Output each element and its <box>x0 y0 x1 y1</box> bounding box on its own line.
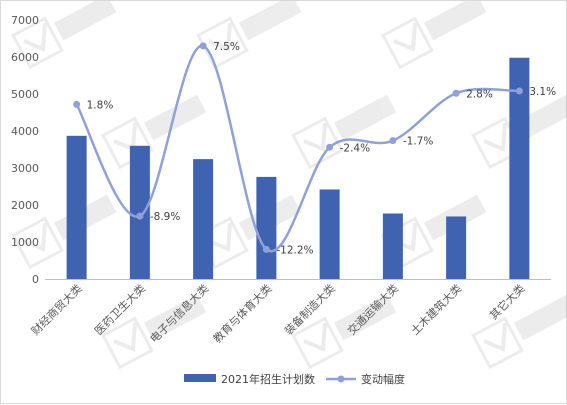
bar-series <box>66 57 530 279</box>
data-label: 1.8% <box>87 99 114 111</box>
data-label: 2.8% <box>466 88 493 100</box>
legend-line-label: 变动幅度 <box>361 372 405 386</box>
bar-7 <box>446 216 467 279</box>
watermark-mark <box>238 1 302 41</box>
watermark-box <box>381 16 434 70</box>
legend-bar-swatch <box>184 374 216 382</box>
watermark-mark <box>333 94 397 141</box>
y-tick-label: 7000 <box>11 14 39 27</box>
watermark-mark <box>143 94 207 141</box>
watermark-check <box>483 122 508 152</box>
y-tick-label: 2000 <box>11 199 39 212</box>
line-point-8 <box>515 87 523 95</box>
watermark-logo-icon <box>101 294 207 370</box>
watermark-check <box>23 22 48 52</box>
watermark-box <box>291 116 344 170</box>
watermark-logo-icon <box>381 1 487 70</box>
bar-3 <box>193 159 214 279</box>
data-label: 7.5% <box>213 41 240 53</box>
watermark-logo-icon <box>11 1 117 70</box>
watermark-check <box>393 22 418 52</box>
watermark-mark <box>333 294 397 341</box>
data-label: -2.4% <box>340 142 370 154</box>
watermark-mark <box>513 94 567 141</box>
bar-4 <box>256 176 277 279</box>
y-tick-label: 3000 <box>11 162 39 175</box>
line-point-3 <box>199 42 207 50</box>
y-tick-label: 1000 <box>11 236 39 249</box>
line-point-1 <box>73 100 81 108</box>
watermark-logo-icon <box>196 1 302 70</box>
watermark-check <box>23 222 48 252</box>
watermark-box <box>11 16 64 70</box>
line-point-7 <box>452 89 460 97</box>
line-point-6 <box>389 137 397 145</box>
y-tick-label: 0 <box>32 273 39 286</box>
legend: 2021年招生计划数 变动幅度 <box>184 372 405 386</box>
watermark-check <box>483 322 508 352</box>
watermark-mark <box>143 294 207 341</box>
y-axis: 0 1000 2000 3000 4000 5000 6000 7000 <box>11 14 39 286</box>
line-point-4 <box>262 245 270 253</box>
watermark-box <box>196 16 249 70</box>
bar-8 <box>509 57 530 279</box>
category-label: 财经商贸大类 <box>28 281 85 338</box>
data-label: 3.1% <box>529 86 556 98</box>
line-point-5 <box>326 143 334 151</box>
watermark-check <box>113 322 138 352</box>
bar-1 <box>66 135 87 279</box>
watermark-logo-icon <box>471 294 567 370</box>
watermark-mark <box>53 1 117 41</box>
watermark-box <box>291 316 344 370</box>
watermark-box <box>471 316 524 370</box>
watermark-logo-icon <box>101 94 207 170</box>
y-tick-label: 5000 <box>11 88 39 101</box>
line-point-2 <box>136 212 144 220</box>
y-tick-label: 4000 <box>11 125 39 138</box>
watermark-logo-icon <box>291 94 397 170</box>
watermark-check <box>208 22 233 52</box>
watermark-logo-icon <box>291 294 397 370</box>
watermark-check <box>303 322 328 352</box>
data-label: -1.7% <box>403 136 433 148</box>
y-tick-label: 6000 <box>11 51 39 64</box>
data-label: -12.2% <box>276 244 313 256</box>
legend-line-marker <box>337 375 345 383</box>
watermark-box <box>101 316 154 370</box>
legend-bar-label: 2021年招生计划数 <box>221 372 315 386</box>
category-label: 教育与体育大类 <box>210 281 274 345</box>
watermark-layer <box>11 1 567 370</box>
category-label: 其它大类 <box>486 281 527 322</box>
bar-2 <box>129 145 150 279</box>
bar-5 <box>319 189 340 279</box>
data-label: -8.9% <box>150 211 180 223</box>
bar-6 <box>382 213 403 279</box>
watermark-check <box>208 222 233 252</box>
category-label: 土木建筑大类 <box>408 281 465 338</box>
watermark-mark <box>423 1 487 41</box>
watermark-box <box>11 216 64 270</box>
line-series: 1.8% -8.9% 7.5% -12.2% -2.4% -1.7% 2.8% 3.1% <box>73 41 556 256</box>
watermark-check <box>303 122 328 152</box>
watermark-mark <box>513 294 567 341</box>
